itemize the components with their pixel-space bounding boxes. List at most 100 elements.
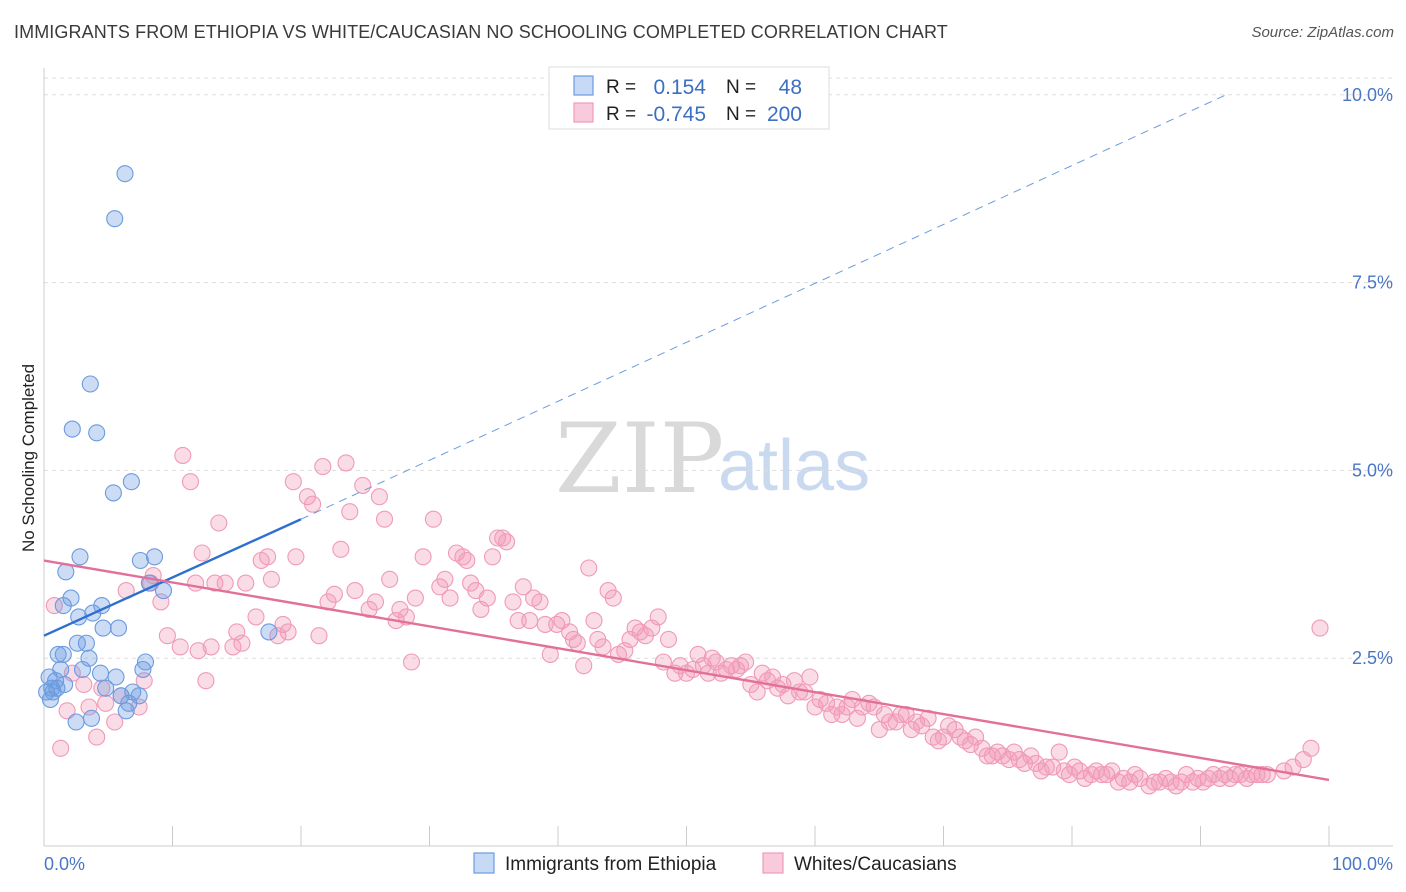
data-point-whites-caucasians (210, 514, 228, 532)
data-point-immigrants-ethiopia (82, 709, 101, 727)
series-immigrants-ethiopia (38, 165, 278, 731)
data-point-whites-caucasians (58, 702, 76, 720)
source-credit: Source: ZipAtlas.com (1251, 24, 1394, 41)
y-axis-label: No Schooling Completed (19, 364, 38, 552)
data-point-whites-caucasians (97, 694, 115, 712)
stats-n-value-blue: 48 (779, 76, 802, 99)
data-point-whites-caucasians (337, 454, 355, 472)
data-point-immigrants-ethiopia (68, 634, 86, 652)
stats-swatch-pink (573, 102, 594, 123)
data-point-whites-caucasians (187, 574, 205, 592)
data-point-immigrants-ethiopia (56, 675, 74, 694)
legend-label-immigrants-ethiopia: Immigrants from Ethiopia (505, 854, 717, 875)
data-point-whites-caucasians (189, 642, 207, 660)
data-point-immigrants-ethiopia (260, 623, 278, 641)
data-point-immigrants-ethiopia (67, 713, 85, 731)
data-point-whites-caucasians (366, 593, 385, 611)
data-point-whites-caucasians (1093, 766, 1111, 784)
data-point-whites-caucasians (504, 593, 522, 611)
data-point-immigrants-ethiopia (71, 548, 89, 566)
stats-n-label-blue: N = (726, 77, 756, 98)
y-tick-label: 5.0% (1352, 460, 1393, 480)
data-point-immigrants-ethiopia (107, 668, 125, 686)
data-point-whites-caucasians (346, 582, 364, 600)
y-tick-label: 10.0% (1342, 85, 1393, 105)
data-point-whites-caucasians (341, 503, 359, 521)
data-point-immigrants-ethiopia (88, 424, 106, 442)
data-point-whites-caucasians (406, 589, 424, 607)
data-point-whites-caucasians (604, 589, 622, 607)
gridlines (44, 77, 1393, 659)
stats-r-value-blue: 0.154 (653, 76, 706, 99)
chart-title: IMMIGRANTS FROM ETHIOPIA VS WHITE/CAUCAS… (14, 22, 948, 42)
data-point-immigrants-ethiopia (109, 619, 128, 637)
data-point-whites-caucasians (237, 574, 255, 592)
data-point-immigrants-ethiopia (54, 645, 72, 663)
data-point-whites-caucasians (414, 548, 432, 566)
data-point-immigrants-ethiopia (91, 664, 110, 682)
data-point-whites-caucasians (1037, 758, 1055, 776)
data-point-whites-caucasians (1311, 619, 1329, 637)
data-point-immigrants-ethiopia (62, 589, 80, 607)
data-point-whites-caucasians (202, 638, 220, 656)
data-point-immigrants-ethiopia (122, 473, 140, 491)
data-point-whites-caucasians (314, 458, 332, 476)
x-tick-label-min: 0.0% (44, 854, 85, 874)
data-point-immigrants-ethiopia (77, 634, 95, 652)
stats-n-value-pink: 200 (767, 103, 802, 126)
stats-box: R = 0.154 N = 48 R = -0.745 N = 200 (548, 66, 830, 130)
data-point-whites-caucasians (233, 634, 251, 652)
stats-r-value-pink: -0.745 (646, 103, 706, 126)
data-point-whites-caucasians (52, 739, 70, 757)
series-whites-caucasians (45, 446, 1329, 795)
watermark-zip: ZIP (555, 403, 724, 515)
data-point-whites-caucasians (483, 548, 502, 566)
data-point-whites-caucasians (748, 683, 766, 701)
data-point-immigrants-ethiopia (145, 548, 164, 566)
data-point-whites-caucasians (332, 540, 350, 558)
data-point-whites-caucasians (181, 473, 200, 491)
stats-n-label-pink: N = (726, 104, 756, 125)
data-point-whites-caucasians (269, 627, 287, 645)
data-point-whites-caucasians (521, 612, 539, 630)
data-point-whites-caucasians (737, 653, 755, 671)
data-point-whites-caucasians (193, 544, 211, 562)
data-point-whites-caucasians (247, 608, 265, 626)
data-point-whites-caucasians (375, 510, 394, 528)
data-point-whites-caucasians (262, 570, 280, 588)
data-point-whites-caucasians (381, 570, 399, 588)
data-point-whites-caucasians (354, 476, 372, 494)
data-point-whites-caucasians (514, 578, 532, 596)
stats-box-frame (548, 66, 830, 130)
trend-line-immigrants-ethiopia (43, 518, 302, 637)
watermark-atlas: atlas (718, 426, 870, 506)
data-point-whites-caucasians (531, 593, 549, 611)
data-point-whites-caucasians (848, 709, 866, 727)
data-point-whites-caucasians (216, 574, 234, 592)
data-point-whites-caucasians (80, 698, 98, 716)
data-point-whites-caucasians (174, 446, 192, 464)
data-point-whites-caucasians (498, 533, 516, 551)
data-point-whites-caucasians (489, 529, 507, 547)
data-point-whites-caucasians (259, 548, 277, 566)
data-point-immigrants-ethiopia (104, 484, 122, 502)
data-point-whites-caucasians (1302, 739, 1320, 757)
data-point-whites-caucasians (689, 645, 707, 663)
stats-swatch-blue (573, 75, 594, 96)
data-point-whites-caucasians (370, 488, 388, 506)
legend-swatch-pink (762, 852, 784, 874)
data-point-whites-caucasians (106, 713, 124, 731)
trend-lines (43, 94, 1330, 782)
data-point-immigrants-ethiopia (80, 649, 98, 667)
data-point-whites-caucasians (402, 653, 421, 671)
data-point-whites-caucasians (575, 657, 593, 675)
data-point-whites-caucasians (197, 672, 215, 690)
data-point-immigrants-ethiopia (97, 679, 115, 697)
stats-r-label-blue: R = (606, 77, 636, 98)
watermark: ZIP atlas (555, 403, 870, 515)
data-point-immigrants-ethiopia (81, 375, 99, 393)
legend-swatch-blue (473, 852, 495, 874)
y-tick-labels: 2.5% 5.0% 7.5% 10.0% (1342, 85, 1393, 668)
data-point-whites-caucasians (158, 627, 176, 645)
